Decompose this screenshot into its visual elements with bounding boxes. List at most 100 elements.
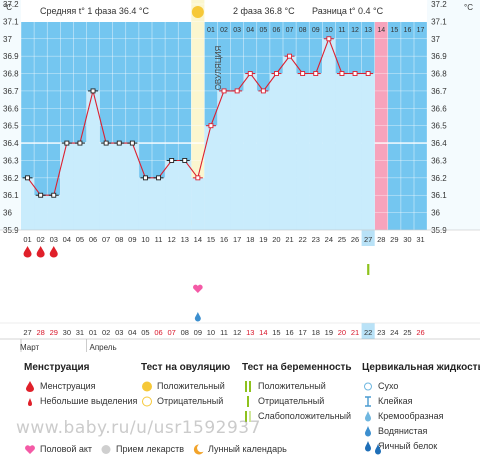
cycle-day-label: 20 [272,235,280,244]
legend-cervical-eggwhite-label: Яичный белок [378,441,438,451]
phase2-day-label: 15 [390,27,398,34]
moon-icon [193,444,204,455]
legend: Менструация Менструация Небольшие выделе… [0,362,480,456]
cycle-day-label: 08 [115,235,123,244]
cycle-day-label: 04 [63,235,71,244]
y-tick-label-left: 36.8 [3,70,19,79]
temperature-point [287,53,292,59]
temperature-point [234,88,240,94]
legend-menstruation-item: Менструация [24,379,137,394]
y-tick-label-left: 36.1 [3,191,19,200]
temperature-point [182,158,188,163]
temperature-area-bar [178,160,192,230]
temperature-point [156,175,162,181]
legend-cervical-dry-label: Сухо [378,381,399,391]
temperature-area-bar [99,143,113,230]
legend-moon-calendar: Лунный календарь [192,444,287,455]
y-tick-label-left: 36.4 [3,139,19,148]
temperature-area-bar [34,195,48,230]
calendar-date-label: 05 [141,328,149,337]
temperature-point [129,140,135,146]
y-tick-label-left: 36.2 [3,174,19,183]
calendar-date-label: 02 [102,328,110,337]
cycle-day-label: 22 [298,235,306,244]
cycle-day-label: 01 [23,235,31,244]
unit-label-right: °C [464,3,473,12]
legend-ovulation-negative-label: Отрицательный [157,396,224,406]
phase2-day-label: 09 [312,27,320,34]
calendar-date-label: 30 [63,328,71,337]
legend-ovulation-test: Тест на овуляцию Положительный Отрицател… [141,362,230,409]
temperature-area-bar [283,56,297,231]
cycle-day-label: 15 [207,235,215,244]
cycle-day-label: 29 [390,235,398,244]
temperature-area-bar [322,38,336,231]
phase2-average: 2 фаза 36.8 °C [233,6,295,16]
cycle-day-label: 05 [76,235,84,244]
cycle-day-label: 09 [128,235,136,244]
temperature-point [64,140,70,146]
calendar-date-label: 28 [36,328,44,337]
temperature-area-bar [125,143,139,230]
phase2-day-label: 12 [351,27,359,34]
y-tick-label-right: 36 [431,209,440,218]
temperature-area-bar [348,73,362,231]
temperature-point [313,71,319,76]
calendar-date-label: 24 [390,328,398,337]
sun-outline-icon [142,396,152,407]
legend-cervical-creamy: Кремообразная [362,409,480,424]
blood-drop-icon [36,246,45,258]
cycle-day-label: 17 [233,235,241,244]
temperature-points [22,36,374,198]
temperature-area-bar [112,143,126,230]
phase2-day-label: 04 [246,27,254,34]
calendar-date-label: 03 [115,328,123,337]
legend-pregnancy-positive-label: Положительный [258,381,326,391]
legend-cervical-sticky: Клейкая [362,394,480,409]
calendar-date-label: 31 [76,328,84,337]
temperature-point [300,71,306,76]
y-tick-label-right: 36.9 [431,52,447,61]
blood-drop-icon [23,246,32,258]
legend-cervical-sticky-label: Клейкая [378,396,413,406]
legend-cervical-title: Цервикальная жидкость [362,362,480,373]
cycle-day-label: 28 [377,235,385,244]
calendar-date-label: 08 [181,328,189,337]
temperature-point [142,175,148,181]
month-label: Март [20,343,39,352]
legend-pregnancy-positive: Положительный [242,379,352,394]
temperature-area-bar [204,125,218,230]
temperature-area-bar [47,195,61,230]
temperature-difference: Разница t° 0.4 °C [312,6,384,16]
y-tick-label-right: 36.3 [431,156,447,165]
phase2-day-label: 17 [417,27,425,34]
calendar-date-label: 17 [298,328,306,337]
calendar-date-label: 19 [325,328,333,337]
cycle-day-label: 16 [220,235,228,244]
calendar-date-label: 11 [220,328,228,337]
y-tick-label-right: 37.2 [431,0,447,9]
temperature-point [116,140,122,146]
chart-labels: Средняя t° 1 фаза 36.4 °C 2 фаза 36.8 °C… [3,3,473,90]
y-tick-label-left: 36.5 [3,122,19,131]
temperature-area-bar [361,73,375,231]
temperature-point [77,140,83,146]
legend-spotting-item: Небольшие выделения [24,394,137,409]
temperature-point [51,192,57,198]
legend-menstruation-title: Менструация [24,362,90,373]
calendar-date-label: 23 [377,328,385,337]
cycle-day-label: 02 [36,235,44,244]
temperature-point [221,88,227,94]
temperature-area [21,38,375,231]
y-tick-label-left: 36 [3,209,12,218]
calendar-date-label: 06 [154,328,162,337]
header-strip [21,0,428,22]
y-tick-label-right: 37.1 [431,17,447,26]
cycle-day-label: 31 [416,235,424,244]
temperature-area-bar [217,90,231,230]
temperature-point [169,158,175,163]
y-axis-panel-left [0,0,21,230]
phase2-day-label: 01 [207,27,215,34]
legend-menstruation: Менструация Менструация Небольшие выделе… [24,362,137,409]
y-tick-label-left: 35.9 [3,226,19,235]
